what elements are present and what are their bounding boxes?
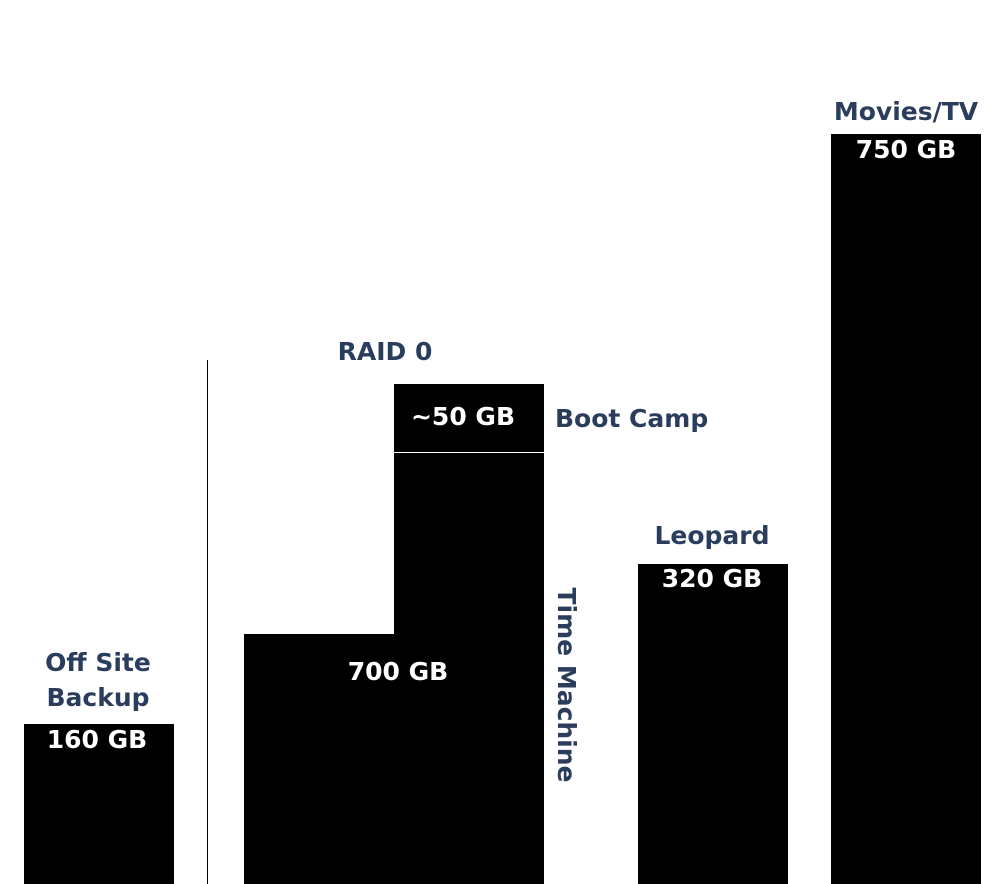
drive-name: Off Site xyxy=(45,648,151,677)
partition-block xyxy=(394,384,544,452)
partition-size: ~50 GB xyxy=(411,402,515,431)
drive-name: Leopard xyxy=(654,521,769,550)
drive-name: Movies/TV xyxy=(834,97,979,126)
drive-block xyxy=(24,724,174,884)
drive-name: RAID 0 xyxy=(338,337,433,366)
partition-name: Time Machine xyxy=(552,587,581,782)
drive-block xyxy=(831,134,981,884)
drive-size: 750 GB xyxy=(856,135,956,164)
drive-size: 320 GB xyxy=(662,564,762,593)
drive-size: 160 GB xyxy=(47,725,147,754)
drive-name: Backup xyxy=(46,683,149,712)
drive-block xyxy=(638,564,788,884)
partition-name: Boot Camp xyxy=(555,404,708,433)
partition-size: 700 GB xyxy=(348,657,448,686)
partition-block xyxy=(244,453,544,884)
